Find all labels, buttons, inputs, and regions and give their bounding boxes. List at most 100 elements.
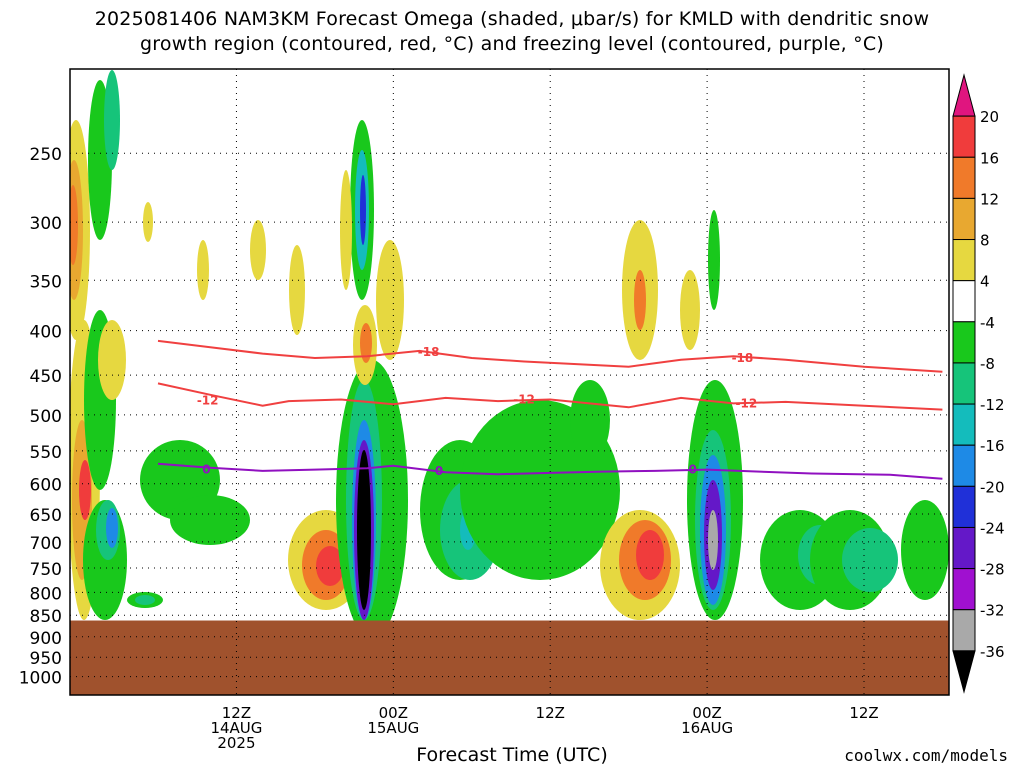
y-tick-label-350: 350 — [30, 272, 62, 292]
omega-area — [570, 380, 610, 460]
colorbar-bin-4 — [952, 239, 976, 282]
y-tick-label-600: 600 — [30, 476, 62, 496]
chart-title-line-1: 2025081406 NAM3KM Forecast Omega (shaded… — [94, 8, 930, 30]
colorbar-bin-2 — [952, 156, 976, 199]
omega-area — [79, 460, 91, 520]
colorbar-label-6: -8 — [980, 355, 995, 373]
y-tick-label-700: 700 — [30, 534, 62, 554]
omega-area — [106, 508, 118, 548]
colorbar-label-4: 4 — [980, 273, 990, 291]
omega-area — [360, 175, 366, 245]
omega-area — [376, 240, 404, 360]
colorbar-bin-top — [952, 73, 976, 117]
colorbar-bin-7 — [952, 362, 976, 405]
y-tick-label-900: 900 — [30, 629, 62, 649]
colorbar-bin-10 — [952, 485, 976, 528]
colorbar-label-13: -36 — [980, 643, 1005, 661]
omega-area — [170, 495, 250, 545]
y-tick-label-950: 950 — [30, 649, 62, 669]
x-tick-label-h42-1: 16AUG — [681, 719, 733, 737]
label-minus12-a: -12 — [197, 393, 219, 407]
terrain-area — [70, 620, 949, 695]
colorbar-bin-11 — [952, 526, 976, 570]
label-minus18-a: -18 — [418, 345, 440, 359]
grid-lines — [70, 69, 949, 695]
colorbar-label-7: -12 — [980, 396, 1005, 414]
y-tick-label-500: 500 — [30, 407, 62, 427]
omega-area — [360, 323, 372, 363]
omega-area — [708, 510, 718, 570]
colorbar-label-11: -28 — [980, 561, 1005, 579]
terrain-layer — [70, 620, 949, 695]
colorbar-label-1: 16 — [980, 149, 999, 167]
colorbar-label-9: -20 — [980, 478, 1005, 496]
label-minus18-b: -18 — [732, 351, 754, 365]
x-tick-label-h6-0: 12Z — [222, 704, 251, 722]
colorbar-label-12: -32 — [980, 602, 1005, 620]
x-tick-label-h30-0: 12Z — [536, 704, 565, 722]
y-tick-label-1000: 1000 — [19, 669, 62, 689]
colorbar-bin-bottom — [952, 650, 976, 694]
x-tick-label-h6-1: 14AUG — [210, 719, 262, 737]
colorbar-label-3: 8 — [980, 232, 990, 250]
colorbar-bin-3 — [952, 197, 976, 241]
x-tick-label-h42-0: 00Z — [692, 704, 721, 722]
colorbar-label-8: -16 — [980, 437, 1005, 455]
colorbar-bin-1 — [952, 115, 976, 158]
label-zero-b: 0 — [435, 464, 443, 478]
colorbar-label-2: 12 — [980, 190, 999, 208]
y-tick-label-800: 800 — [30, 584, 62, 604]
colorbar-bin-9 — [952, 444, 976, 487]
colorbar: 20 16 12 8 4 -4 -8 -12 -16 -20 -24 -28 -32 -36 — [952, 73, 1005, 694]
y-tick-label-750: 750 — [30, 560, 62, 580]
omega-area — [634, 270, 646, 330]
colorbar-bin-12 — [952, 568, 976, 611]
colorbar-label-5: -4 — [980, 314, 995, 332]
omega-area — [98, 320, 126, 400]
omega-area — [842, 528, 898, 592]
label-minus12-b: -12 — [513, 392, 535, 406]
colorbar-label-0: 20 — [980, 108, 999, 126]
x-tick-label-h18-1: 15AUG — [367, 719, 419, 737]
x-tick-label-h18-0: 00Z — [379, 704, 408, 722]
omega-area — [357, 450, 371, 610]
y-tick-label-250: 250 — [30, 145, 62, 165]
label-zero-a: 0 — [202, 463, 210, 477]
y-tick-label-300: 300 — [30, 214, 62, 234]
omega-area — [70, 185, 78, 265]
plot-frame — [69, 68, 950, 696]
x-tick-label-h6-2: 2025 — [217, 734, 255, 752]
y-tick-label-450: 450 — [30, 367, 62, 387]
y-tick-label-650: 650 — [30, 506, 62, 526]
omega-area — [135, 595, 155, 605]
contour-minus18 — [157, 339, 943, 373]
colorbar-label-10: -24 — [980, 519, 1005, 537]
label-minus12-c: -12 — [735, 396, 757, 410]
colorbar-bin-13 — [952, 609, 976, 652]
y-tick-label-850: 850 — [30, 607, 62, 627]
credit-text: coolwx.com/models — [844, 746, 1008, 765]
omega-area — [680, 270, 700, 350]
omega-shading — [70, 70, 949, 640]
y-tick-label-550: 550 — [30, 443, 62, 463]
contour-freezing-level — [157, 462, 943, 480]
omega-area — [104, 70, 120, 170]
omega-area — [636, 530, 664, 580]
y-tick-label-400: 400 — [30, 323, 62, 343]
chart-title-line-2: growth region (contoured, red, °C) and f… — [140, 33, 884, 55]
omega-area — [340, 170, 352, 290]
omega-area — [316, 546, 344, 586]
x-axis-title: Forecast Time (UTC) — [416, 744, 608, 766]
colorbar-bin-6 — [952, 321, 976, 364]
label-zero-c: 0 — [689, 463, 697, 477]
colorbar-bin-8 — [952, 403, 976, 446]
x-tick-label-h54-0: 12Z — [849, 704, 878, 722]
colorbar-bin-5 — [952, 280, 976, 323]
omega-area — [250, 220, 266, 280]
temperature-contours: -18 -18 -12 -12 -12 0 0 0 — [157, 339, 943, 480]
pressure-axis: 2503003504004505005506006507007508008509… — [19, 145, 62, 688]
contour-minus12 — [157, 382, 943, 411]
omega-area — [197, 240, 209, 300]
omega-area — [289, 245, 305, 335]
